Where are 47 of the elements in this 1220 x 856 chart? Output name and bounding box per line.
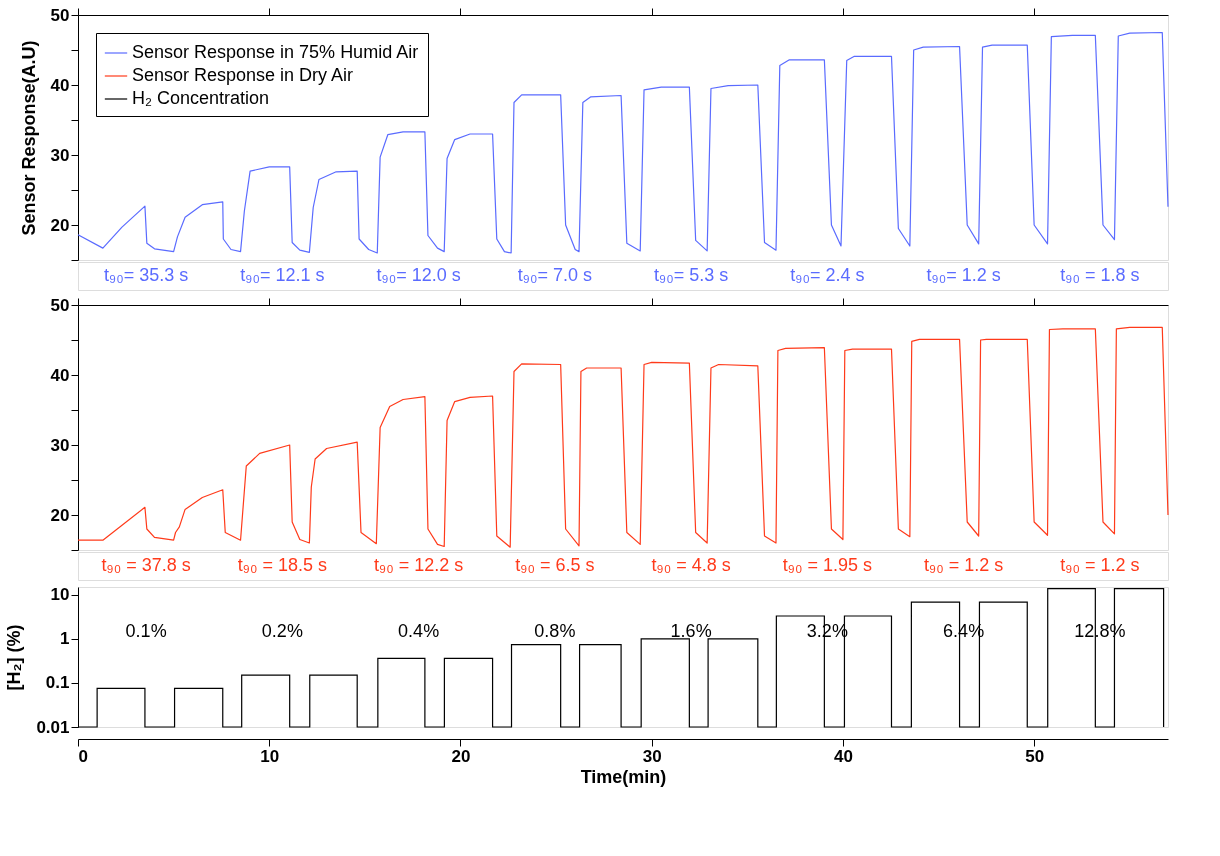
y-tick-label: 20 (50, 505, 70, 525)
text: t₉₀= 35.3 s (104, 265, 189, 285)
text: t₉₀ = 18.5 s (237, 555, 327, 575)
y-axis-title: Sensor Response(A.U) (18, 40, 39, 236)
y-axis-title: [H₂] (%) (4, 624, 25, 691)
y-tick-label: 40 (50, 365, 70, 385)
line-series (77, 326, 1169, 548)
text: t₉₀ = 6.5 s (515, 555, 595, 575)
text: t₉₀ = 1.8 s (1060, 265, 1140, 285)
text: t₉₀= 1.2 s (926, 265, 1001, 285)
x-tick-label: 40 (833, 746, 853, 766)
annotation: 1.6% (670, 620, 712, 641)
text: t₉₀= 7.0 s (517, 265, 592, 285)
annotation: 0.4% (398, 620, 440, 641)
text: t₉₀ = 1.2 s (924, 555, 1004, 575)
y-tick-label: 0.01 (36, 717, 70, 737)
text: t₉₀ = 1.95 s (782, 555, 872, 575)
text: t₉₀ = 37.8 s (101, 555, 191, 575)
x-tick-label: 10 (260, 746, 280, 766)
text: t₉₀= 2.4 s (790, 265, 865, 285)
legend-label: Sensor Response in Dry Air (132, 65, 354, 85)
text: t₉₀ = 4.8 s (651, 555, 731, 575)
legend-label: Sensor Response in 75% Humid Air (132, 42, 419, 62)
y-tick-label: 10 (50, 585, 70, 605)
y-tick-label: 1 (60, 629, 70, 649)
x-axis-title: Time(min) (580, 766, 667, 787)
y-tick-label: 40 (50, 75, 70, 95)
annotation: 0.2% (261, 620, 303, 641)
text: t₉₀= 12.1 s (240, 265, 325, 285)
legend-label: H₂ Concentration (132, 88, 270, 108)
text: t₉₀ = 12.2 s (374, 555, 464, 575)
y-tick-label: 30 (50, 145, 70, 165)
line-series (77, 31, 1169, 254)
text: t₉₀= 5.3 s (654, 265, 729, 285)
annotation: 0.1% (125, 620, 167, 641)
x-tick-label: 20 (451, 746, 471, 766)
text: t₉₀ = 1.2 s (1060, 555, 1140, 575)
y-tick-label: 0.1 (45, 673, 70, 693)
x-tick-label: 0 (78, 746, 88, 766)
y-tick-label: 50 (50, 295, 70, 315)
annotation: 0.8% (534, 620, 576, 641)
text: t₉₀= 12.0 s (376, 265, 461, 285)
y-tick-label: 50 (50, 5, 70, 25)
y-tick-label: 30 (50, 435, 70, 455)
x-tick-label: 50 (1025, 746, 1045, 766)
y-tick-label: 20 (50, 215, 70, 235)
x-tick-label: 30 (642, 746, 662, 766)
